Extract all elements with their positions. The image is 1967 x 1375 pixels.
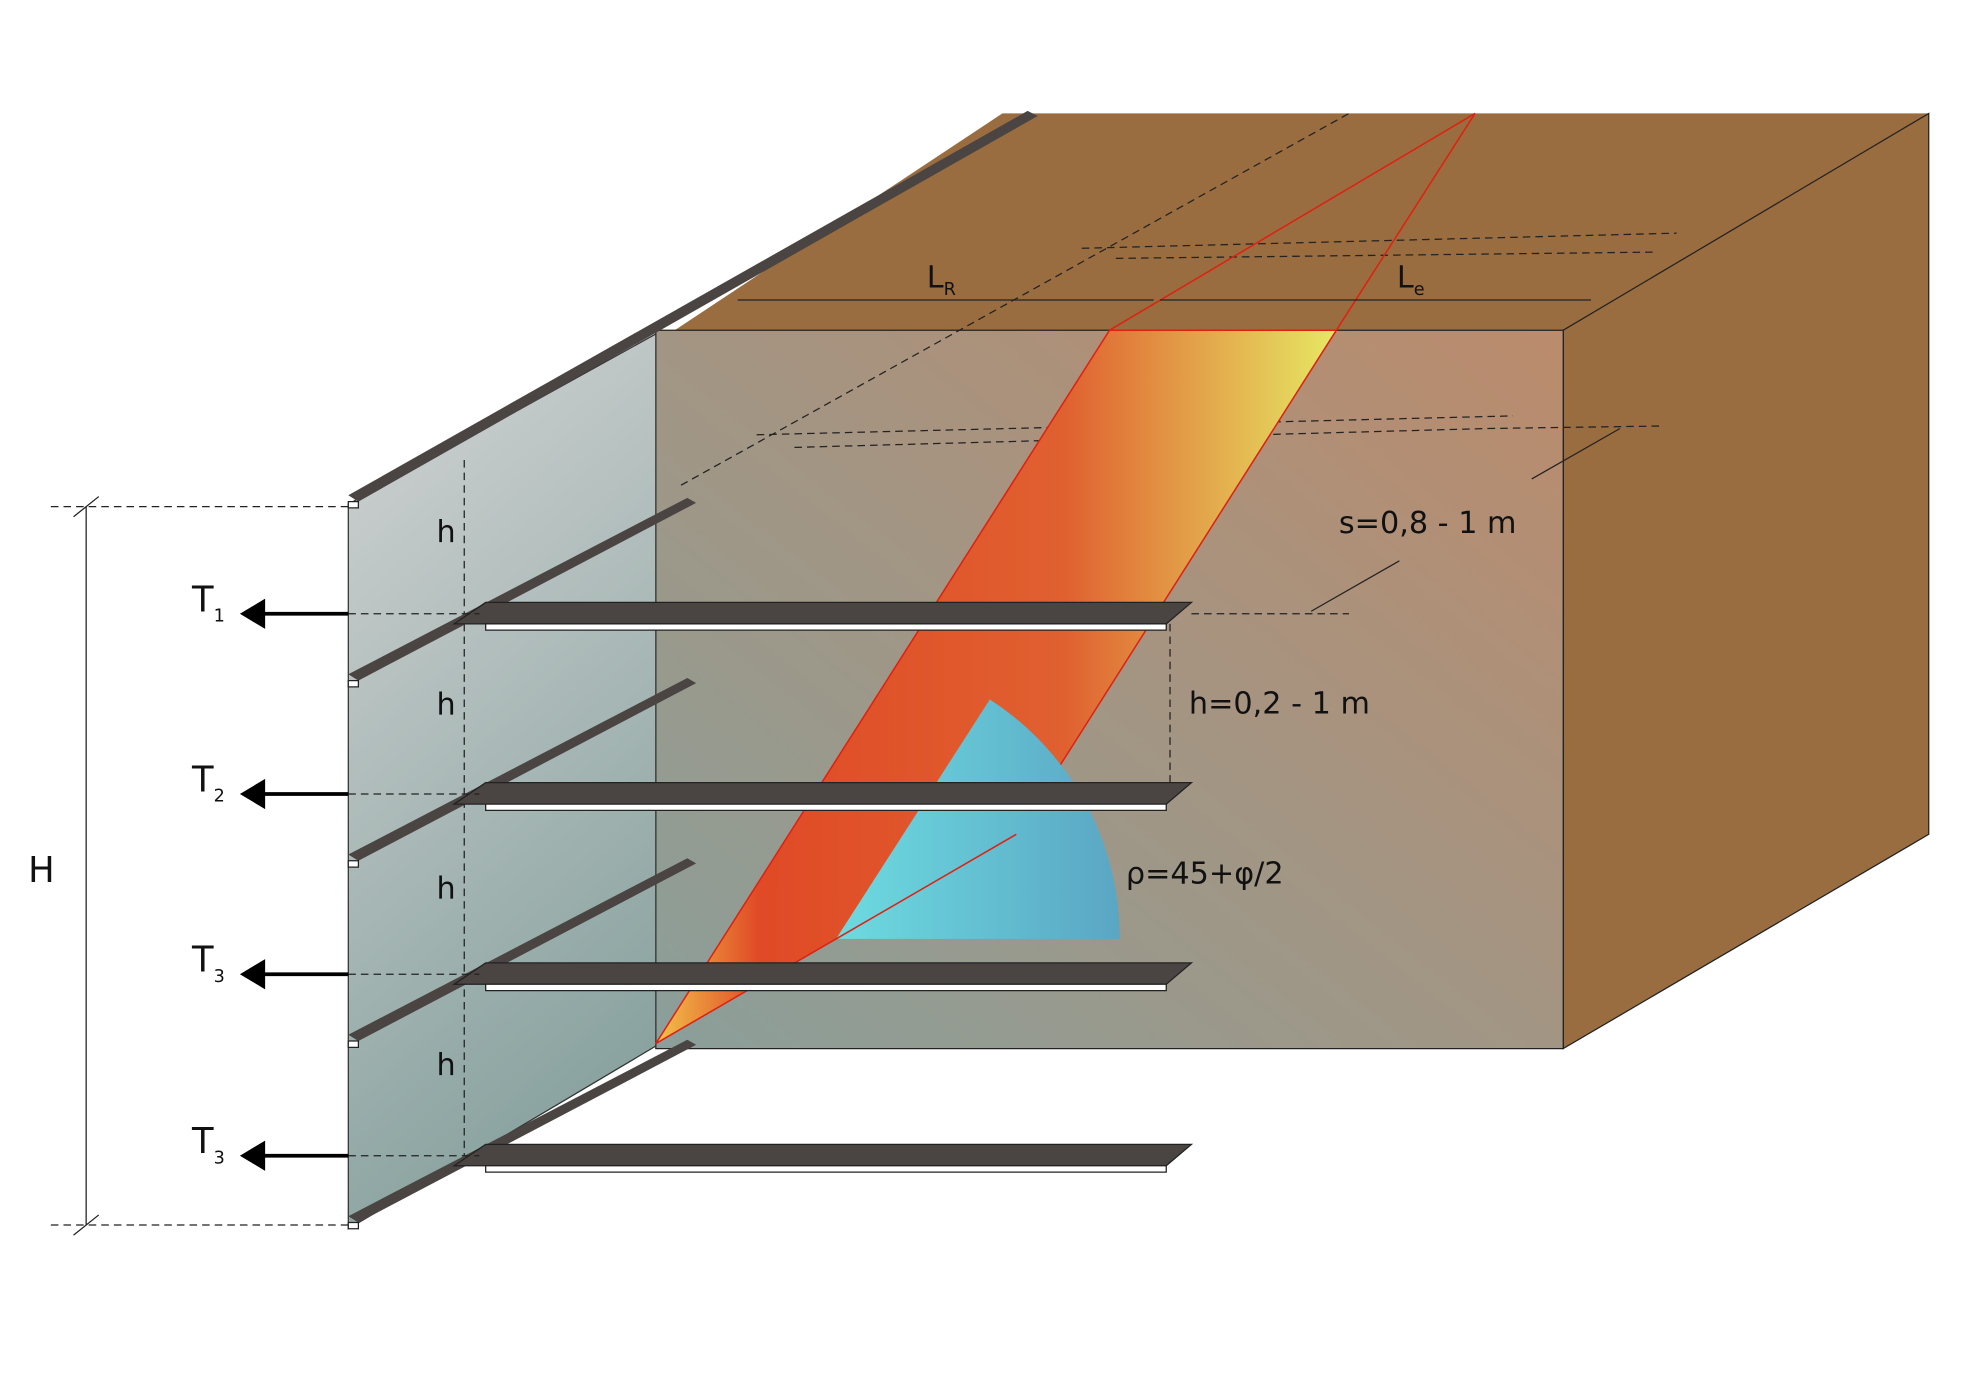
force-main: T: [191, 1121, 214, 1162]
force-sub: 1: [214, 606, 225, 626]
strip-edge: [485, 803, 1167, 812]
layer-height-label: h: [437, 872, 456, 907]
force-sub: 3: [214, 1148, 225, 1168]
label-sub: e: [1414, 280, 1425, 300]
strip-horizontal: [452, 601, 1194, 625]
strip-edge: [347, 679, 360, 688]
strip-edge: [485, 1165, 1167, 1173]
strip-diagonal: [348, 678, 697, 861]
strip-edge: [485, 623, 1167, 631]
force-main: T: [191, 940, 214, 981]
force-sub: 3: [214, 967, 225, 987]
arrow-head: [239, 598, 266, 629]
force-label: T3: [191, 940, 225, 987]
force-main: T: [191, 759, 214, 800]
strip-horizontal: [452, 782, 1194, 805]
force-label: T3: [191, 1121, 225, 1168]
force-label: T1: [191, 579, 225, 626]
strip-edge: [347, 1221, 360, 1230]
spacing-label: h=0,2 - 1 m: [1189, 686, 1370, 721]
dimension-label: Le: [1397, 260, 1425, 300]
strip-edge: [485, 983, 1167, 992]
strip-edge: [347, 1040, 360, 1048]
strip-horizontal: [452, 1143, 1194, 1167]
failure-plane: [655, 112, 1476, 1045]
arrow-head: [239, 1140, 266, 1171]
arrow-head: [239, 778, 266, 810]
strip-diagonal: [348, 858, 697, 1042]
strip-edge: [347, 860, 360, 868]
spacing-label: s=0,8 - 1 m: [1339, 506, 1517, 541]
layer-height-label: h: [437, 515, 456, 550]
dimension-label: LR: [927, 260, 956, 300]
height-label: H: [28, 850, 55, 891]
force-label: T2: [191, 759, 225, 806]
strip-diagonal: [348, 497, 697, 681]
dimensions: [50, 299, 1621, 1236]
label-sub: R: [944, 280, 956, 300]
layer-height-label: h: [437, 1048, 456, 1083]
arrow-head: [239, 959, 266, 990]
strip-diagonal: [348, 1039, 697, 1223]
layer-height-label: h: [437, 688, 456, 723]
angle-label: ρ=45+φ/2: [1126, 856, 1284, 891]
force-sub: 2: [214, 787, 225, 807]
label-main: L: [927, 260, 944, 295]
strip-horizontal: [452, 962, 1194, 985]
force-main: T: [191, 579, 214, 620]
label-main: L: [1397, 260, 1414, 295]
